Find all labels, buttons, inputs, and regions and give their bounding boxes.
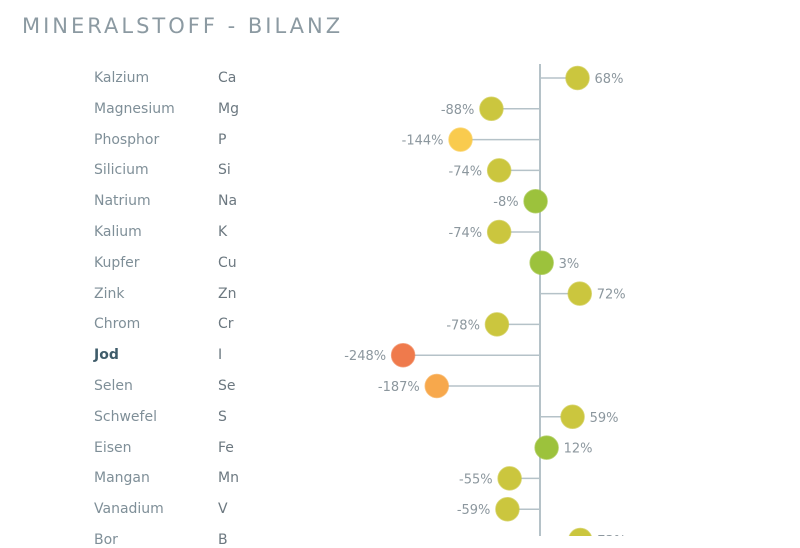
data-point [479, 96, 504, 122]
data-point [486, 158, 512, 183]
row-symbol: Mg [218, 100, 239, 117]
row-name: Kalzium [94, 70, 150, 86]
value-label: -187% [378, 380, 420, 395]
row-name: Selen [94, 378, 133, 394]
data-point [560, 404, 585, 430]
data-point [448, 127, 473, 152]
data-point [495, 496, 520, 522]
value-label: -59% [457, 503, 491, 518]
chart-title: MINERALSTOFF - BILANZ [22, 14, 344, 38]
value-label: -78% [446, 318, 480, 333]
row-symbol: V [218, 501, 228, 518]
data-point [529, 250, 554, 276]
row-name: Chrom [94, 316, 141, 333]
row-symbol: S [218, 408, 227, 425]
data-point [484, 312, 510, 337]
row-name: Kupfer [94, 254, 140, 271]
data-point [565, 65, 590, 91]
row-name: Mangan [94, 470, 150, 487]
row-name: Magnesium [94, 100, 175, 117]
value-label: -144% [402, 134, 444, 149]
row-name: Natrium [94, 193, 151, 210]
value-label: 72% [597, 288, 626, 303]
row-symbol: Ca [218, 70, 237, 86]
row-name: Kalium [94, 224, 142, 240]
value-label: -248% [344, 349, 386, 364]
value-label: -74% [449, 226, 483, 241]
value-label: -8% [493, 195, 518, 210]
data-point [534, 435, 559, 460]
row-symbol: Cu [218, 254, 237, 271]
data-point [497, 466, 522, 491]
row-symbol: K [218, 224, 228, 240]
data-point [567, 281, 592, 306]
row-name: Schwefel [94, 408, 157, 425]
value-label: 3% [559, 257, 580, 272]
row-name: Eisen [94, 439, 132, 456]
row-name: Zink [94, 285, 125, 302]
row-symbol: Mn [218, 470, 239, 487]
row-symbol: I [218, 347, 223, 364]
row-name: Jod [94, 347, 119, 364]
row-symbol: Zn [218, 285, 237, 302]
row-symbol: P [218, 131, 227, 148]
data-point [568, 527, 592, 536]
row-symbol: Fe [218, 439, 234, 456]
value-label: 12% [564, 442, 593, 457]
lollipop-chart: 68% -88% -144% -74% -8% -74% 3% 72% -78% -248% -18… [344, 64, 626, 536]
value-label: -55% [459, 472, 493, 487]
value-label: -88% [441, 103, 475, 118]
data-point [486, 219, 512, 245]
row-name: Phosphor [94, 131, 160, 148]
data-point [523, 188, 548, 214]
value-label: 73% [597, 534, 626, 536]
row-symbol: Se [218, 378, 236, 394]
row-symbol: Si [218, 162, 231, 179]
row-symbol: Cr [218, 316, 234, 333]
value-label: 68% [595, 72, 624, 87]
data-point [390, 342, 416, 368]
row-name: Vanadium [94, 501, 164, 518]
value-label: -74% [449, 164, 483, 179]
value-label: 59% [590, 411, 619, 426]
data-point [424, 373, 450, 399]
row-symbol: Na [218, 193, 238, 210]
row-name: Silicium [94, 162, 149, 179]
